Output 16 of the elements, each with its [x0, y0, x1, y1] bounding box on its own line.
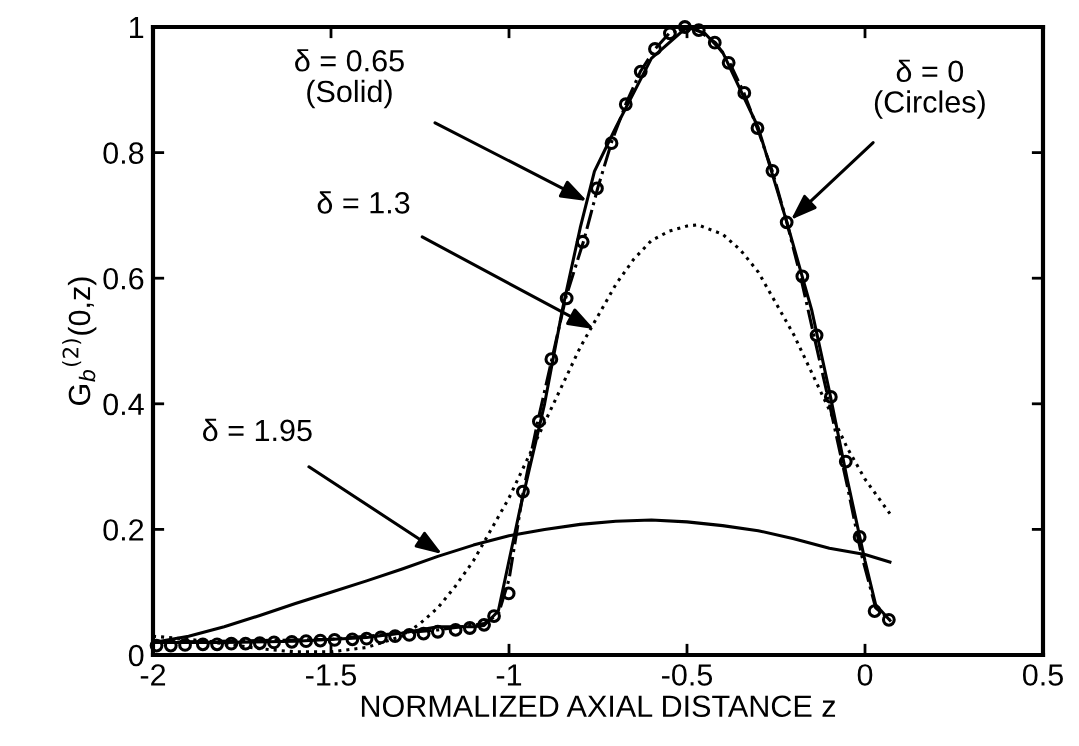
y-tick-label: 0.4 [103, 393, 144, 416]
y-tick-label: 0.6 [103, 267, 144, 290]
x-axis-title: NORMALIZED AXIAL DISTANCE z [361, 695, 836, 718]
x-tick-label: -1.5 [306, 664, 357, 686]
y-axis-title: G$_{b}$$^{(2)}$(0,z) [62, 277, 97, 405]
y-tick-label: 0.2 [103, 519, 144, 541]
annotation: δ = 1.95 [202, 418, 312, 442]
x-tick-label: 0 [857, 664, 873, 686]
y-tick-label: 0.8 [103, 142, 144, 164]
annotation: δ = 0 (Circles) [874, 59, 985, 119]
x-tick-label: -1 [496, 664, 522, 686]
annotation: δ = 0.65 (Solid) [295, 49, 404, 109]
annotation: δ = 1.3 [317, 191, 410, 214]
x-tick-label: -0.5 [662, 664, 713, 686]
x-tick-label: 0.5 [1022, 664, 1063, 686]
y-tick-label: 1 [130, 17, 144, 39]
